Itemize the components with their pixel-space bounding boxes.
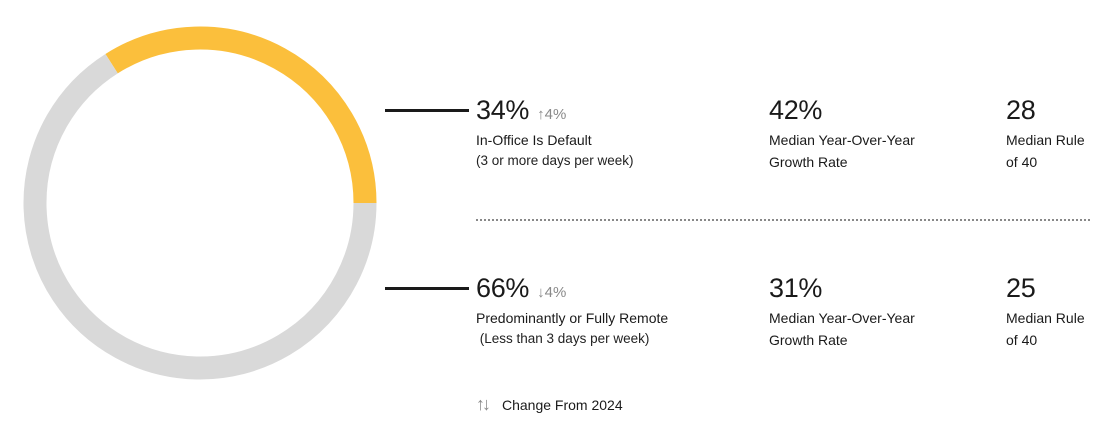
growth-label: Growth Rate (769, 154, 848, 170)
donut-slice-remote (23, 53, 377, 380)
growth-label: Growth Rate (769, 332, 848, 348)
remote-stat: 66% ↓4% Predominantly or Fully Remote (Le… (476, 273, 668, 349)
up-down-arrows-icon: ↑↓ (476, 394, 491, 414)
growth-stat: 42% Median Year-Over-Year Growth Rate (769, 95, 915, 173)
arrow-up-icon: ↑ (537, 106, 545, 123)
legend-label: Change From 2024 (502, 396, 623, 413)
legend: ↑↓ Change From 2024 (476, 394, 623, 415)
rule-value: 25 (1006, 273, 1036, 303)
growth-label: Median Year-Over-Year (769, 132, 915, 148)
donut-chart (23, 26, 377, 380)
rule-label: of 40 (1006, 332, 1038, 348)
leader-line (385, 287, 469, 290)
pct: 66% (476, 273, 530, 303)
growth-value: 31% (769, 273, 823, 303)
rule-label: Median Rule (1006, 132, 1085, 148)
sub-label: (3 or more days per week) (476, 153, 634, 168)
in-office-stat: 34% ↑4% In-Office Is Default (3 or more d… (476, 95, 634, 171)
rule-label: of 40 (1006, 154, 1038, 170)
rule-label: Median Rule (1006, 310, 1085, 326)
rule-value: 28 (1006, 95, 1036, 125)
change: 4% (544, 284, 567, 301)
rule-stat: 25 Median Rule of 40 (1006, 273, 1085, 351)
label: Predominantly or Fully Remote (476, 310, 669, 326)
rule-stat: 28 Median Rule of 40 (1006, 95, 1085, 173)
change: 4% (544, 106, 567, 123)
label: In-Office Is Default (476, 132, 592, 148)
donut-slice-in-office (105, 26, 377, 204)
arrow-down-icon: ↓ (537, 284, 545, 301)
leader-line (385, 109, 469, 112)
growth-label: Median Year-Over-Year (769, 310, 915, 326)
growth-value: 42% (769, 95, 823, 125)
sub-label: (Less than 3 days per week) (476, 331, 650, 346)
divider (476, 219, 1090, 221)
pct: 34% (476, 95, 530, 125)
growth-stat: 31% Median Year-Over-Year Growth Rate (769, 273, 915, 351)
